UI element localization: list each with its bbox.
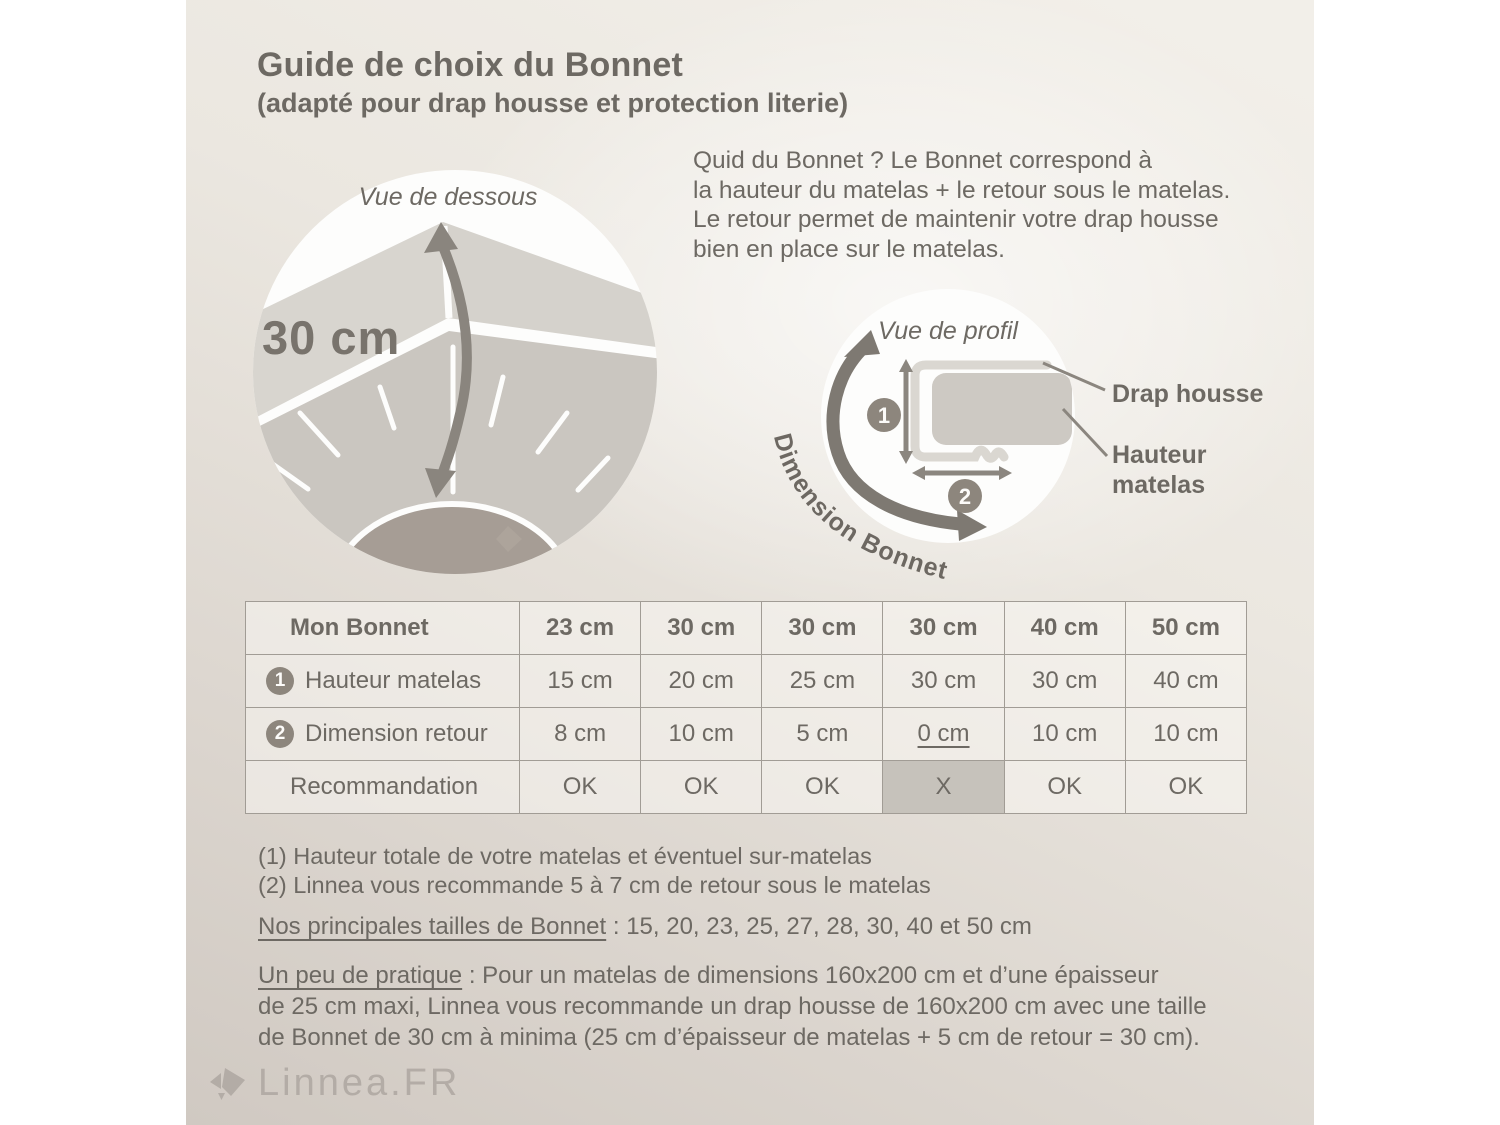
bonnet-size-table: Mon Bonnet 23 cm 30 cm 30 cm 30 cm 40 cm… [245,601,1248,814]
profile-badge-2: 2 [948,479,982,513]
table-cell: OK [1124,760,1248,814]
mattress-wall-right [443,222,657,349]
table-header-cell: 50 cm [1124,601,1248,655]
practice-line-3: de Bonnet de 30 cm à minima (25 cm d’épa… [258,1024,1200,1051]
bonnet-arc-arrow [826,330,987,541]
bonnet-measurement-label: 30 cm [262,311,401,364]
page-subtitle: (adapté pour drap housse et protection l… [257,88,849,118]
sizes-line-prefix: Nos principales tailles de Bonnet [258,913,607,940]
depth-arrowhead-top [424,222,458,253]
sizes-line-rest: : 15, 20, 23, 25, 27, 28, 30, 40 et 50 c… [606,913,1032,940]
table-cell: OK [640,760,763,814]
linnea-logo-icon [210,1067,245,1100]
depth-arrow [424,222,472,498]
row-label-dimension-retour: 2 Dimension retour [245,707,520,761]
practice-prefix: Un peu de pratique [258,962,463,989]
practice-line-1: Un peu de pratique : Pour un matelas de … [258,962,1159,989]
table-row: Recommandation OK OK OK X OK OK [245,760,1248,814]
table-header-cell: 30 cm [882,601,1005,655]
mattress-rect [932,373,1072,445]
intro-paragraph: Quid du Bonnet ? Le Bonnet correspond à … [693,146,1230,264]
svg-text:2: 2 [959,484,971,509]
table-header-label: Mon Bonnet [245,601,520,655]
profile-view-caption: Vue de profil [878,317,1018,345]
bottom-view-caption: Vue de dessous [358,183,538,211]
table-header-cell: 23 cm [518,601,642,655]
depth-arrowhead-bottom [425,468,456,498]
zero-return-underlined: 0 cm [917,720,970,747]
footnotes: (1) Hauteur totale de votre matelas et é… [258,842,931,899]
table-row: 2 Dimension retour 8 cm 10 cm 5 cm 0 cm 1… [245,707,1248,761]
intro-line: bien en place sur le matelas. [693,235,1005,263]
table-cell: OK [761,760,884,814]
practice-line-2: de 25 cm maxi, Linnea vous recommande un… [258,993,1207,1020]
svg-text:1: 1 [878,403,890,428]
footnote-1: (1) Hauteur totale de votre matelas et é… [258,843,872,869]
arc-arrowhead-bottom [957,510,987,541]
mattress-wall-left [253,222,448,434]
table-cell: 0 cm [882,707,1005,761]
table-cell: OK [1003,760,1126,814]
arc-arrowhead-top [844,330,880,357]
badge-2: 2 [266,720,294,749]
table-cell: 10 cm [1124,707,1248,761]
content-area: Dimension Bonnet 1 2 Guide de choix du B… [186,0,1314,1125]
pointer-line-drap-housse [1042,361,1106,392]
table-cell: 5 cm [761,707,884,761]
table-cell: 30 cm [1003,654,1126,708]
table-cell: 30 cm [882,654,1005,708]
linnea-logo-text: Linnea.FR [258,1062,461,1104]
table-cell: 10 cm [640,707,763,761]
linnea-logo: Linnea.FR [208,1062,460,1105]
mattress-opening-ellipse [329,501,575,574]
hauteur-matelas-label: Hauteur matelas [1112,441,1207,499]
height-arrowhead-bottom [899,451,913,464]
recommendation-fail-cell: X [882,760,1005,814]
profile-badge-1: 1 [867,398,901,432]
watermark-diamond [496,526,522,552]
badge-1: 1 [266,667,294,696]
table-header-cell: 40 cm [1003,601,1126,655]
table-header-cell: 30 cm [761,601,884,655]
sheet-stretch-lines [257,344,611,495]
table-row: 1 Hauteur matelas 15 cm 20 cm 25 cm 30 cm… [245,654,1248,708]
table-cell: 8 cm [518,707,642,761]
intro-line: Quid du Bonnet ? Le Bonnet correspond à [693,147,1153,174]
table-header-cell: 30 cm [640,601,763,655]
row-label-recommandation: Recommandation [245,760,520,814]
row-label-hauteur-matelas: 1 Hauteur matelas [245,654,520,708]
height-arrowhead-top [899,359,913,372]
practice-paragraph: Un peu de pratique : Pour un matelas de … [258,960,1207,1053]
page-title: Guide de choix du Bonnet [257,46,684,84]
intro-line: la hauteur du matelas + le retour sous l… [693,176,1231,204]
return-arrowhead-left [912,466,925,480]
pointer-line-hauteur-matelas [1061,407,1109,458]
table-row: Mon Bonnet 23 cm 30 cm 30 cm 30 cm 40 cm… [245,601,1248,655]
intro-line: Le retour permet de maintenir votre drap… [693,206,1219,233]
sizes-line: Nos principales tailles de Bonnet : 15, … [258,913,1032,941]
diagram-canvas: Dimension Bonnet 1 2 [253,170,1109,585]
table-cell: 25 cm [761,654,884,708]
table-cell: 40 cm [1124,654,1248,708]
footnote-2: (2) Linnea vous recommande 5 à 7 cm de r… [258,871,931,898]
table-cell: 20 cm [640,654,763,708]
table-cell: 10 cm [1003,707,1126,761]
drap-housse-label: Drap housse [1112,380,1264,408]
table-cell: OK [518,760,642,814]
return-arrowhead-right [999,466,1012,480]
fitted-sheet-outline [910,360,1052,463]
table-cell: 15 cm [518,654,642,708]
